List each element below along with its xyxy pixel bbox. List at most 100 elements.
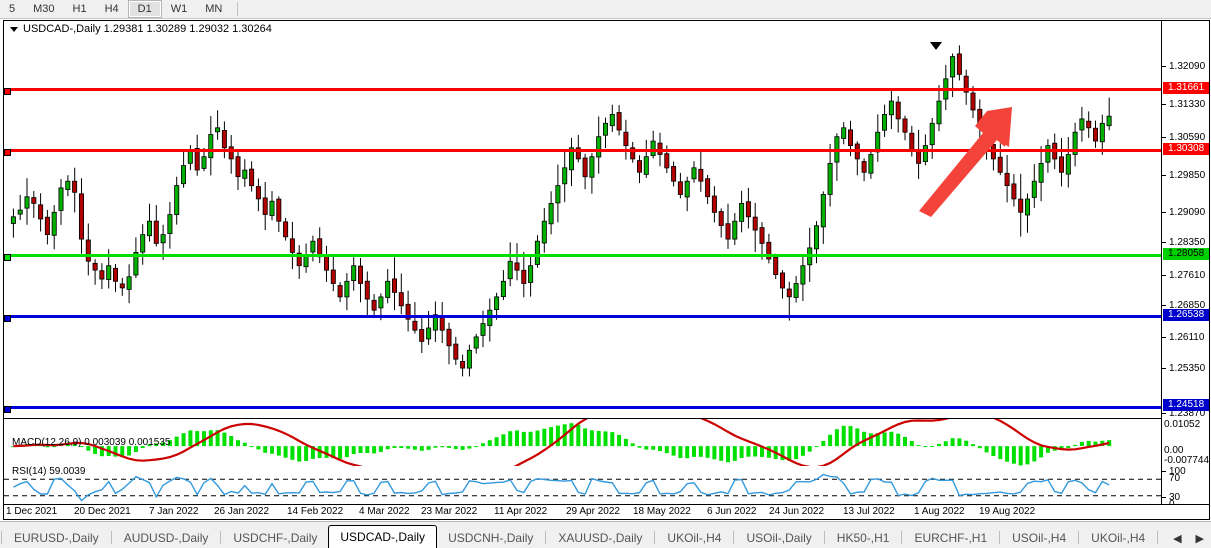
rsi-axis-label: 30 [1169, 492, 1181, 503]
price-tick-label: 1.29850 [1169, 170, 1206, 181]
price-highlight-1-30308[interactable]: 1.30308 [1163, 143, 1209, 155]
symbol-tab-usdcad[interactable]: USDCAD-,Daily [328, 525, 438, 548]
tab-divider [220, 531, 222, 544]
symbol-tab-hk50-h1[interactable]: HK50-,H1 [836, 531, 890, 545]
chart-window[interactable]: USDCAD-,Daily 1.29381 1.30289 1.29032 1.… [3, 20, 1210, 520]
price-tick-7: 1.26850 [1162, 300, 1209, 312]
price-tick-label: 1.28350 [1169, 237, 1206, 248]
time-label-6: 23 Mar 2022 [421, 506, 478, 517]
symbol-tab-usdcnh[interactable]: USDCNH-,Daily [448, 531, 534, 545]
price-tick-label: 1.29090 [1169, 207, 1206, 218]
tab-scroll-next-icon[interactable]: ▶ [1195, 533, 1204, 545]
price-tick-2: 1.30590 [1162, 132, 1209, 144]
time-label-8: 29 Apr 2022 [566, 506, 620, 517]
macd-axis-label-1: 0.00 [1164, 445, 1184, 456]
timeframe-button-h1[interactable]: H1 [72, 3, 87, 15]
timeframe-button-m30[interactable]: M30 [33, 3, 55, 15]
price-tick-1: 1.31330 [1162, 99, 1209, 111]
symbol-tab-ukoil-h4-2[interactable]: UKOil-,H4 [1091, 531, 1146, 545]
resistance-line-1-31661[interactable] [4, 88, 1161, 95]
symbol-tab-usdchf[interactable]: USDCHF-,Daily [233, 531, 318, 545]
rsi-series [4, 473, 1161, 502]
chevron-down-icon[interactable] [10, 26, 18, 32]
chart-header-text: USDCAD-,Daily 1.29381 1.30289 1.29032 1.… [23, 23, 272, 35]
price-highlight-1-28058[interactable]: 1.28058 [1163, 248, 1209, 260]
timeframe-button-m15[interactable]: 5 [9, 3, 16, 15]
support-line-1-26538[interactable] [4, 315, 1161, 322]
tab-divider [110, 531, 112, 544]
tab-divider [654, 531, 656, 544]
symbol-tab-xauusd[interactable]: XAUUSD-,Daily [558, 531, 643, 545]
time-label-5: 4 Mar 2022 [359, 506, 410, 517]
time-label-13: 1 Aug 2022 [914, 506, 965, 517]
symbol-tab-audusd[interactable]: AUDUSD-,Daily [123, 531, 209, 545]
time-label-11: 24 Jun 2022 [769, 506, 825, 517]
price-highlight-1-26538[interactable]: 1.26538 [1163, 309, 1209, 321]
symbol-tab-bar: EURUSD-,Daily AUDUSD-,Daily USDCHF-,Dail… [0, 521, 1211, 548]
price-tick-3: 1.29850 [1162, 170, 1209, 182]
time-label-10: 6 Jun 2022 [707, 506, 757, 517]
timeframe-button-d1[interactable]: D1 [127, 0, 162, 18]
price-tick-10: 1.23870 [1162, 408, 1209, 420]
price-tick-label: 1.25350 [1169, 363, 1206, 374]
price-highlight-1-31661[interactable]: 1.31661 [1163, 82, 1209, 94]
macd-axis-label-2: -0.007744 [1164, 455, 1210, 466]
symbol-tab-usoil-h4[interactable]: USOil-,H4 [1012, 531, 1067, 545]
time-scale-axis[interactable]: 1 Dec 2021 20 Dec 2021 7 Jan 2022 26 Jan… [4, 504, 1209, 519]
price-tick-8: 1.26110 [1162, 332, 1209, 344]
price-pane[interactable] [4, 21, 1161, 417]
rsi-axis-label-70: 70 [1169, 473, 1181, 484]
price-highlight-1-24518[interactable]: 1.24518 [1163, 399, 1209, 411]
chart-header: USDCAD-,Daily 1.29381 1.30289 1.29032 1.… [4, 21, 272, 38]
rsi-label: RSI(14) 59.0039 [12, 466, 86, 477]
tab-divider [901, 531, 903, 544]
time-label-9: 18 May 2022 [633, 506, 691, 517]
tab-nav-group: ◀ ▶ [1166, 532, 1211, 548]
time-label-2: 7 Jan 2022 [149, 506, 199, 517]
time-label-1: 20 Dec 2021 [74, 506, 131, 517]
rsi-axis-tick-100: 100 [1162, 466, 1209, 478]
rsi-axis-label: 100 [1169, 466, 1186, 477]
price-scale-axis[interactable]: 1.32090 1.31330 1.30590 1.29850 1.29090 … [1161, 21, 1209, 518]
timeframe-toolbar: 5 M30 H1 H4 D1 W1 MN [0, 0, 1211, 19]
price-tick-label: 1.31330 [1169, 99, 1206, 110]
time-label-0: 1 Dec 2021 [6, 506, 58, 517]
price-tick-6: 1.27610 [1162, 270, 1209, 282]
timeframe-button-w1[interactable]: W1 [170, 3, 188, 15]
symbol-tab-eurchf-h1[interactable]: EURCHF-,H1 [914, 531, 988, 545]
support-line-1-24518[interactable] [4, 406, 1161, 413]
price-tick-label: 1.32090 [1169, 61, 1206, 72]
chart-top-marker-icon [930, 42, 942, 50]
tab-divider [1078, 531, 1080, 544]
price-tick-label: 1.27610 [1169, 270, 1206, 281]
price-tick-5: 1.28350 [1162, 237, 1209, 249]
timeframe-button-h4[interactable]: H4 [104, 3, 119, 15]
macd-series [11, 419, 1112, 466]
tab-scroll-prev-icon[interactable]: ◀ [1173, 533, 1182, 545]
time-label-12: 13 Jul 2022 [843, 506, 895, 517]
timeframe-button-mn[interactable]: MN [205, 3, 223, 15]
tab-divider [999, 531, 1001, 544]
time-label-3: 26 Jan 2022 [214, 506, 270, 517]
macd-label: MACD(12,26,9) 0.003039 0.001535 [12, 437, 171, 448]
pivot-line-1-28058[interactable] [4, 254, 1161, 261]
arrow-annotation[interactable] [909, 99, 1029, 217]
rsi-axis-tick-30: 30 [1162, 492, 1209, 504]
resistance-line-1-30308[interactable] [4, 149, 1161, 156]
price-tick-label: 1.23870 [1169, 408, 1206, 419]
symbol-tab-eurusd[interactable]: EURUSD-,Daily [14, 531, 99, 545]
price-tick-label: 1.30590 [1169, 132, 1206, 143]
time-label-14: 19 Aug 2022 [979, 506, 1036, 517]
symbol-tab-ukoil-h4[interactable]: UKOil-,H4 [667, 531, 722, 545]
tab-divider [823, 531, 825, 544]
macd-pane[interactable] [4, 418, 1161, 468]
price-tick-4: 1.29090 [1162, 207, 1209, 219]
price-tick-0: 1.32090 [1162, 61, 1209, 73]
time-label-4: 14 Feb 2022 [287, 506, 344, 517]
tab-divider [545, 531, 547, 544]
toolbar-divider [237, 2, 239, 16]
tab-divider [1, 531, 2, 544]
price-tick-label: 1.26110 [1169, 332, 1205, 343]
symbol-tab-usoil-daily[interactable]: USOil-,Daily [746, 531, 812, 545]
tab-divider [1157, 531, 1159, 544]
